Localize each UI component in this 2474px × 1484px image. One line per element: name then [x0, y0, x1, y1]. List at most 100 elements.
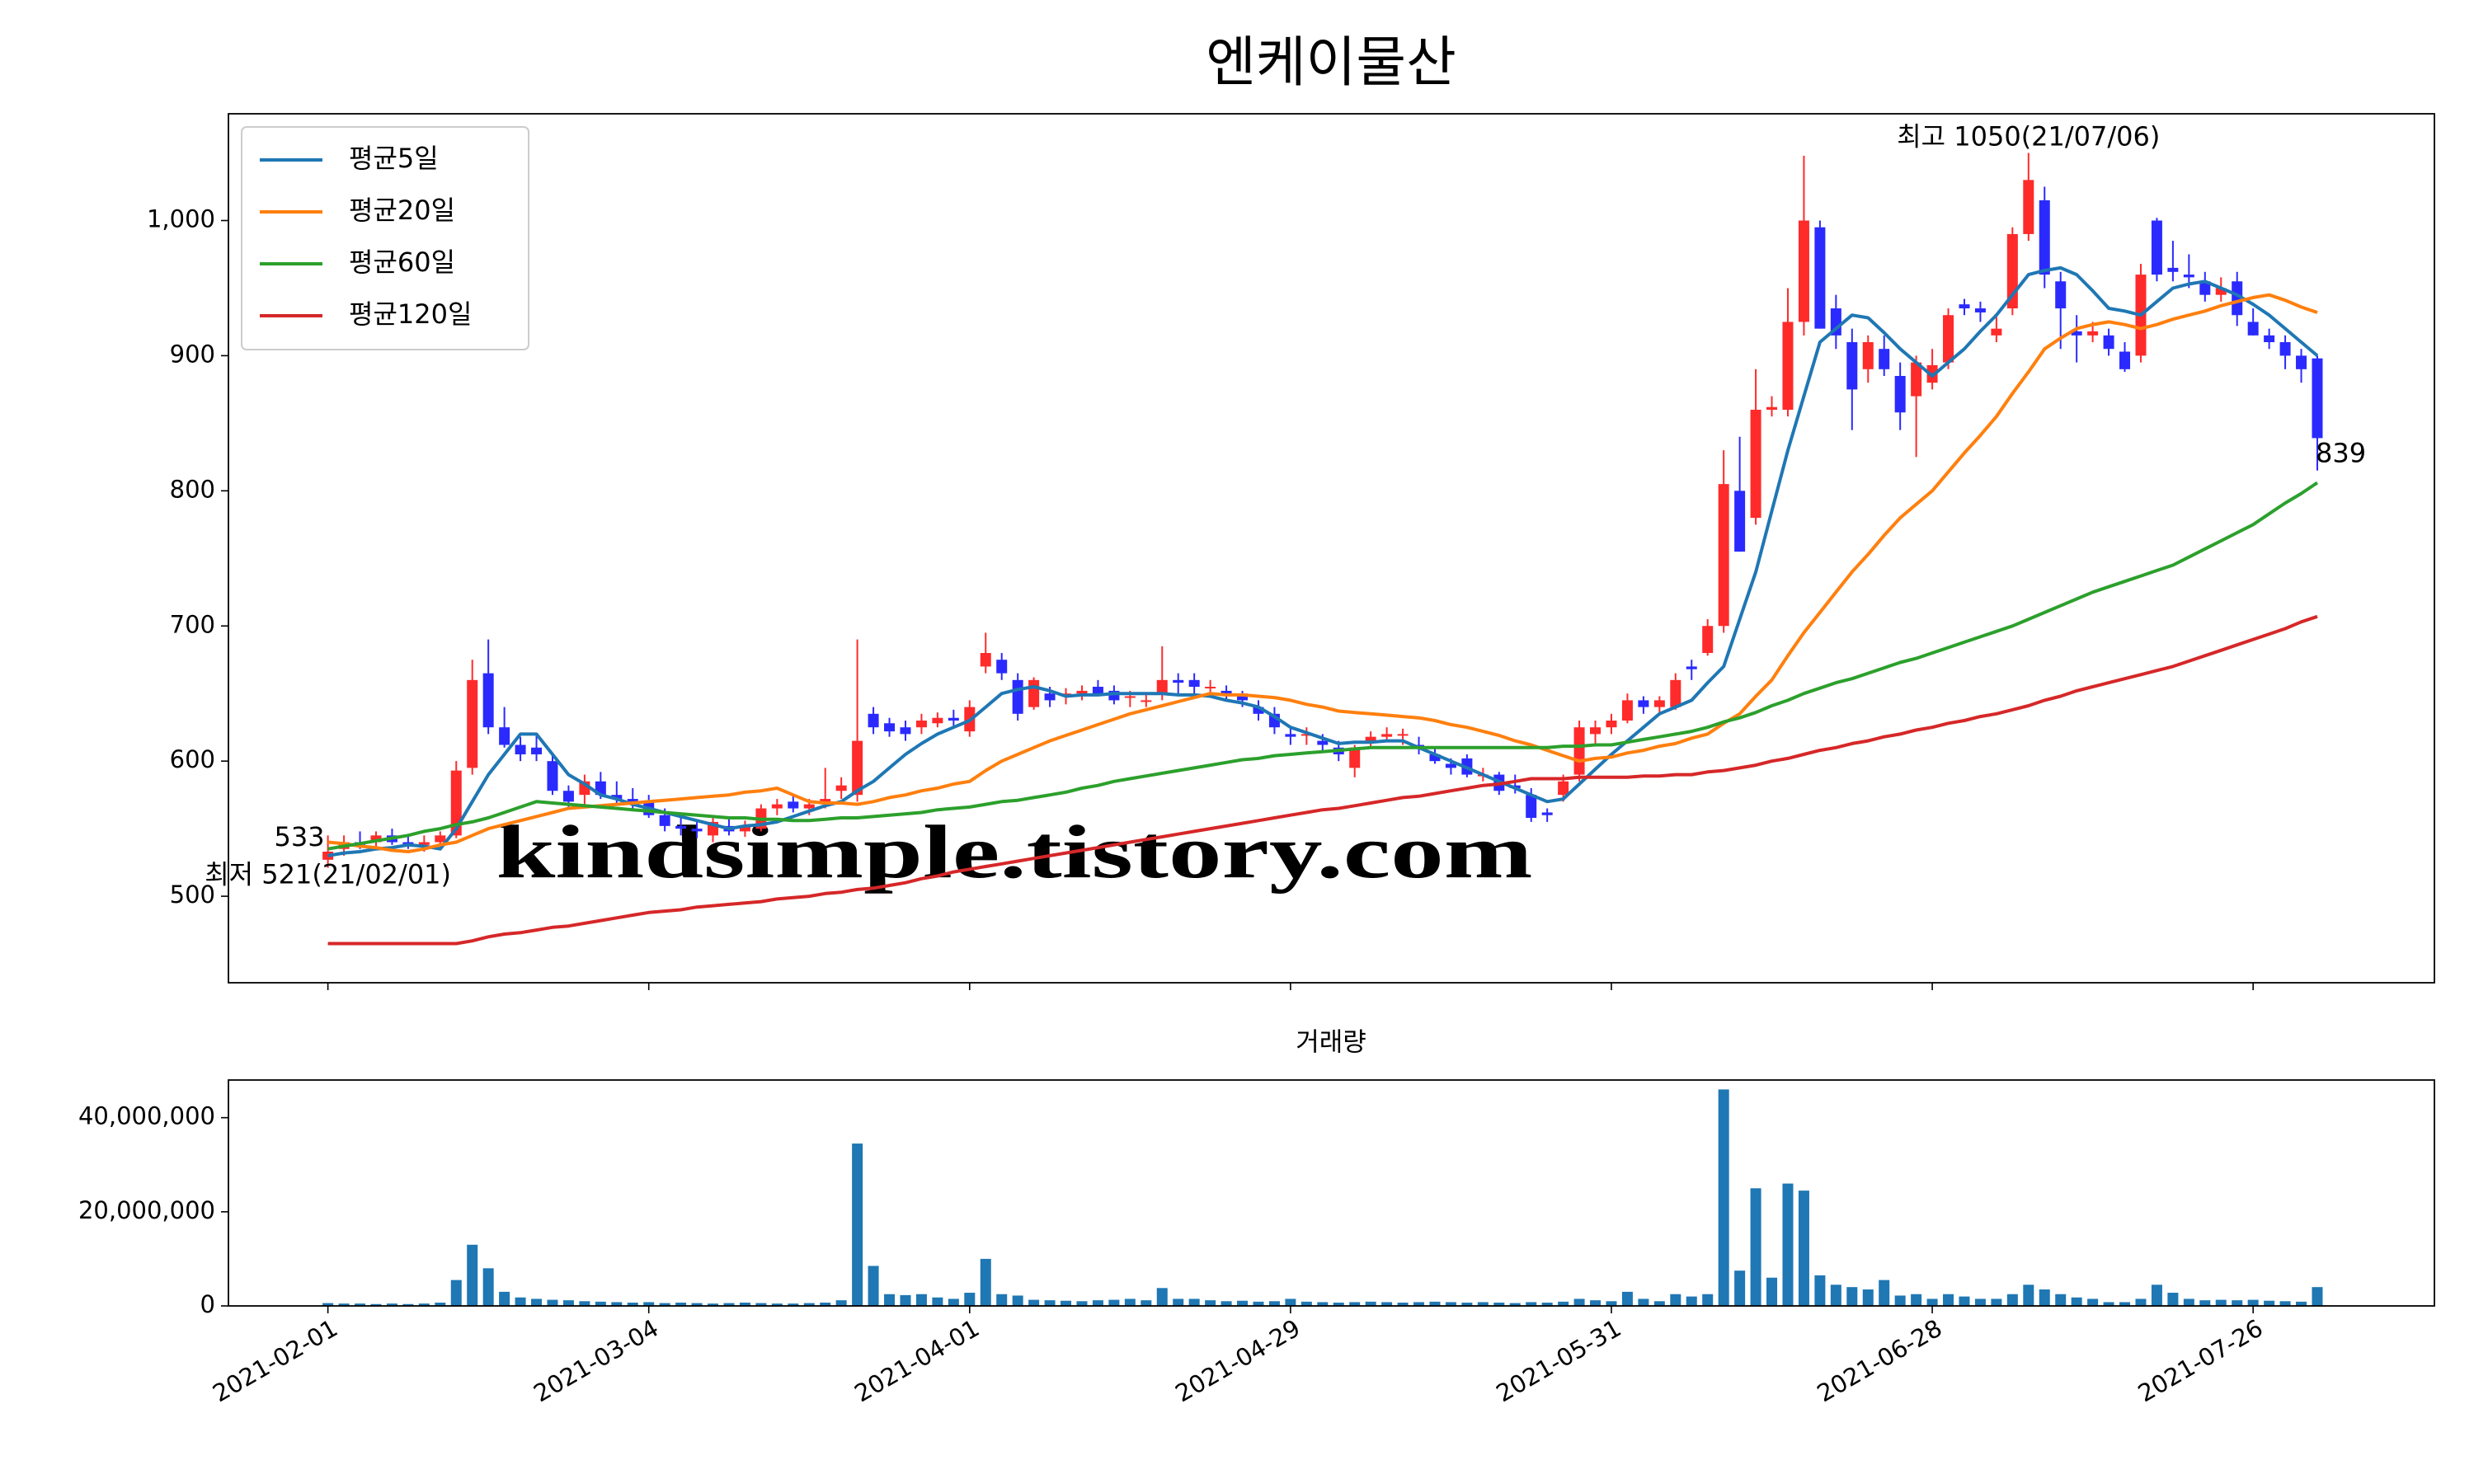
volume-bar [1509, 1303, 1521, 1306]
volume-bar [691, 1303, 703, 1306]
y-tick-label: 40,000,000 [78, 1102, 215, 1130]
volume-bar [1526, 1302, 1537, 1306]
candle-body [2023, 180, 2034, 234]
ma-line [327, 293, 2318, 853]
volume-bar [1061, 1300, 1072, 1306]
volume-bar [595, 1301, 606, 1306]
candle-body [852, 740, 863, 796]
volume-bar [2151, 1284, 2162, 1306]
ma-line [327, 481, 2319, 851]
annotation-high: 최고 1050(21/07/06) [1897, 121, 2160, 153]
volume-bar [322, 1303, 334, 1306]
volume-bar [1124, 1298, 1136, 1306]
volume-bar [1205, 1300, 1216, 1306]
volume-bar [2264, 1300, 2275, 1306]
candle-body [1221, 690, 1232, 694]
volume-bar [531, 1298, 543, 1306]
volume-bar [884, 1294, 896, 1306]
volume-bar [1750, 1188, 1761, 1306]
candle-body [2119, 351, 2131, 369]
candle-body [499, 727, 510, 745]
candle-body [932, 717, 943, 724]
candle-body [2247, 322, 2259, 336]
volume-bar [515, 1297, 526, 1306]
volume-bar [627, 1303, 638, 1306]
candle-body [1541, 812, 1553, 815]
volume-bar [2215, 1299, 2227, 1306]
volume-bar [1814, 1275, 1826, 1306]
candle-body [1621, 700, 1633, 721]
y-tick-label: 20,000,000 [78, 1196, 215, 1224]
candle-body [803, 804, 815, 809]
candle-body [1317, 740, 1329, 745]
candle-body [1974, 308, 1986, 312]
chart-title: 엔케이물산 [1206, 31, 1456, 94]
candle-body [562, 791, 574, 802]
volume-bar [2167, 1293, 2179, 1306]
volume-bar [1092, 1300, 1103, 1306]
volume-bar [1782, 1183, 1794, 1306]
volume-bar [2023, 1284, 2034, 1306]
ma-line [327, 614, 2318, 946]
volume-bar [1702, 1294, 1714, 1306]
volume-bar [1911, 1294, 1922, 1306]
volume-bar [1156, 1288, 1168, 1306]
volume-bar [611, 1302, 623, 1306]
volume-bar [708, 1303, 719, 1306]
candle-body [1253, 707, 1264, 714]
volume-bar [964, 1293, 976, 1306]
volume-bar [2183, 1298, 2194, 1306]
candle-body [788, 801, 799, 809]
volume-bar [1141, 1300, 1152, 1306]
volume-bar [579, 1301, 590, 1306]
candle-body [1429, 754, 1441, 762]
volume-bar [1734, 1270, 1746, 1306]
candle-body [1156, 679, 1168, 694]
volume-bar [852, 1144, 863, 1306]
volume-bar [1445, 1302, 1456, 1306]
candle-body [771, 804, 783, 809]
volume-bar [1718, 1089, 1729, 1306]
volume-bar [499, 1291, 510, 1306]
candle-body [1381, 734, 1393, 737]
annotation-low: 최저 521(21/02/01) [205, 859, 451, 890]
candle-body [1734, 491, 1746, 552]
candle-body [691, 829, 703, 832]
volume-bar [675, 1303, 687, 1306]
candle-body [2087, 331, 2099, 336]
volume-bar [386, 1303, 397, 1306]
candle-body [515, 744, 526, 754]
candle-body [1943, 315, 1954, 363]
candle-body [2167, 267, 2179, 272]
volume-bar [2087, 1298, 2099, 1306]
candle-body [1606, 720, 1617, 728]
volume-bar [2199, 1300, 2211, 1306]
candle-body [2103, 335, 2114, 350]
candle-body [1092, 687, 1103, 694]
legend-label: 평균120일 [349, 298, 472, 330]
volume-bar [1413, 1302, 1425, 1306]
candle-body [1894, 376, 1906, 413]
volume-bar [467, 1244, 478, 1306]
y-tick-label: 500 [170, 881, 215, 909]
volume-bar [1237, 1300, 1249, 1306]
volume-bar [1461, 1303, 1473, 1306]
volume-bar [370, 1303, 382, 1306]
volume-bar [2119, 1302, 2131, 1306]
candle-body [1012, 679, 1023, 714]
candle-body [1300, 734, 1312, 736]
volume-bar [1573, 1298, 1585, 1306]
candle-body [2279, 342, 2291, 356]
candle-body [467, 679, 478, 768]
candle-body [1750, 409, 1761, 519]
candle-body [884, 723, 896, 732]
candle-body [1365, 736, 1376, 741]
candle-body [1188, 679, 1200, 688]
volume-bar [418, 1303, 430, 1306]
volume-bar [980, 1258, 991, 1306]
y-tick-label: 800 [170, 475, 215, 503]
candle-body [2232, 281, 2243, 316]
volume-bar [482, 1268, 494, 1306]
volume-bar [2055, 1294, 2067, 1306]
